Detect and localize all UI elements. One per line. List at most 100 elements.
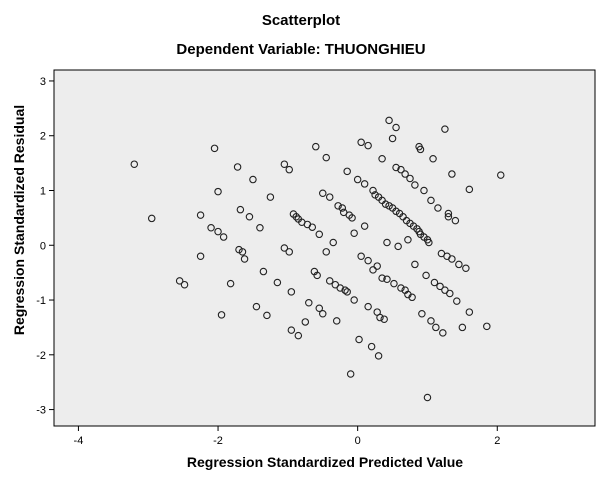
data-point — [263, 311, 271, 320]
data-point — [376, 313, 384, 322]
data-point — [350, 296, 358, 304]
data-point — [319, 189, 327, 197]
data-point — [388, 134, 397, 143]
data-point — [338, 204, 347, 212]
data-point — [313, 271, 321, 280]
data-point — [462, 264, 470, 273]
data-points — [130, 116, 505, 402]
data-point — [308, 223, 317, 231]
data-point — [325, 193, 334, 201]
data-point — [392, 123, 400, 132]
data-point — [397, 165, 405, 174]
data-point — [348, 214, 356, 222]
x-axis-label: Regression Standardized Predicted Value — [186, 454, 464, 470]
data-point — [411, 260, 419, 269]
data-point — [425, 238, 433, 247]
data-point — [180, 280, 189, 289]
data-point — [367, 342, 376, 351]
data-point — [266, 193, 275, 201]
y-tick-label: -2 — [36, 350, 46, 362]
data-point — [448, 170, 456, 178]
data-point — [448, 255, 456, 263]
data-point — [364, 141, 372, 150]
y-tick-label: 1 — [40, 185, 46, 197]
plot-area — [53, 69, 596, 427]
data-point — [325, 277, 334, 285]
data-point — [444, 209, 453, 218]
data-point — [360, 180, 369, 188]
data-point — [249, 175, 257, 184]
data-point — [343, 167, 351, 176]
data-point — [312, 142, 320, 151]
data-point — [210, 144, 219, 153]
data-point — [434, 204, 442, 212]
data-point — [483, 322, 491, 331]
y-tick-label: 3 — [40, 76, 46, 88]
data-point — [217, 311, 226, 319]
y-tick-label: -1 — [36, 295, 46, 307]
data-point — [336, 284, 344, 292]
data-point — [252, 302, 261, 311]
x-tick-label: -4 — [74, 435, 84, 447]
chart-title: Scatterplot — [261, 12, 341, 29]
data-point — [319, 309, 327, 318]
x-tick-label: 0 — [355, 435, 361, 447]
data-point — [353, 175, 362, 184]
data-point — [280, 244, 289, 252]
data-point — [214, 227, 222, 236]
data-point — [436, 282, 444, 291]
data-point — [292, 213, 300, 221]
x-axis: -4 -2 0 2 — [74, 426, 500, 447]
data-point — [259, 267, 268, 276]
data-point — [219, 233, 228, 241]
data-point — [392, 163, 400, 172]
data-point — [341, 286, 349, 294]
data-point — [305, 299, 313, 307]
y-tick-label: -3 — [36, 405, 46, 417]
data-point — [497, 171, 505, 179]
data-point — [422, 271, 430, 280]
data-point — [175, 277, 184, 285]
data-point — [343, 288, 351, 296]
data-point — [397, 284, 405, 292]
data-point — [380, 315, 388, 323]
x-tick-label: 2 — [494, 435, 500, 447]
data-point — [401, 170, 409, 178]
data-point — [287, 288, 296, 296]
data-point — [214, 187, 222, 196]
data-point — [381, 200, 390, 208]
data-point — [233, 163, 242, 171]
data-point — [439, 329, 447, 337]
data-point — [408, 293, 416, 302]
data-point — [444, 213, 453, 221]
data-point — [240, 255, 249, 263]
data-point — [196, 252, 205, 260]
data-point — [360, 222, 369, 230]
data-point — [280, 160, 289, 168]
y-axis: 3 2 1 0 -1 -2 -3 — [36, 76, 54, 417]
chart-subtitle: Dependent Variable: THUONGHIEU — [176, 41, 426, 58]
data-point — [378, 274, 386, 282]
data-point — [418, 309, 426, 318]
data-point — [287, 326, 296, 334]
data-point — [423, 393, 432, 402]
data-point — [355, 335, 363, 344]
data-point — [245, 213, 254, 221]
y-tick-label: 2 — [40, 131, 46, 143]
data-point — [432, 323, 440, 332]
data-point — [350, 229, 358, 237]
data-point — [369, 186, 377, 195]
data-point — [411, 181, 419, 189]
data-point — [238, 248, 247, 256]
data-point — [465, 185, 474, 194]
y-tick-label: 0 — [40, 240, 46, 252]
data-point — [130, 160, 139, 168]
data-point — [427, 317, 435, 325]
data-point — [329, 238, 337, 247]
data-point — [385, 116, 393, 125]
data-point — [383, 238, 391, 247]
data-point — [451, 216, 460, 225]
data-point — [373, 262, 381, 270]
data-point — [285, 165, 293, 174]
data-point — [441, 125, 449, 133]
